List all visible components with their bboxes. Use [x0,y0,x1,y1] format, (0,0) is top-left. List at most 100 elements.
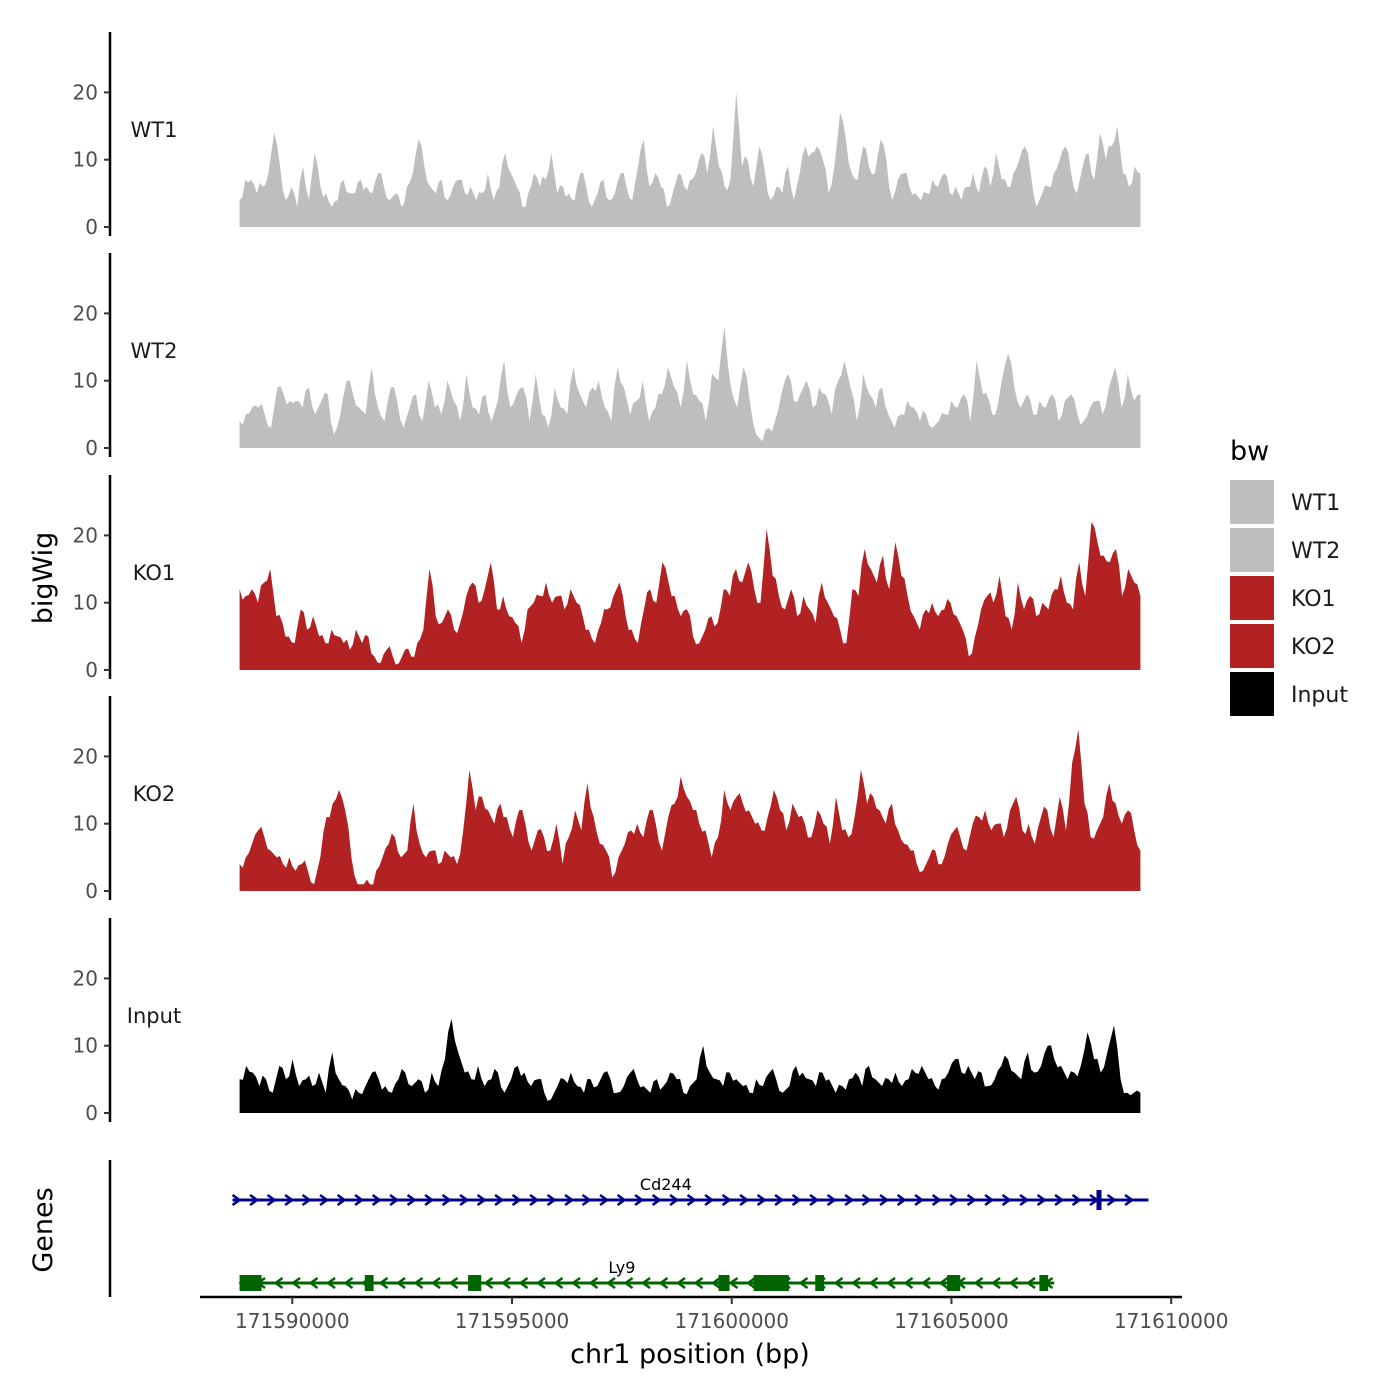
track-input: 0 10 20 Input [73,918,1141,1125]
strand-arrow [966,1193,977,1207]
strand-arrow [990,1276,1001,1290]
strand-arrow [535,1276,546,1290]
y-tick-label: 10 [73,148,98,172]
exon [947,1275,961,1291]
x-tick-label: 171595000 [455,1309,570,1333]
track-wt1: 0 10 20 WT1 [73,32,1141,239]
strand-arrow [973,1276,984,1290]
strand-arrow [518,1276,529,1290]
strand-arrow [903,1276,914,1290]
strand-arrow [581,1193,592,1207]
strand-arrow [511,1193,522,1207]
strand-arrow [290,1276,301,1290]
strand-arrow [343,1276,354,1290]
exon [1039,1275,1049,1291]
strand-arrow [879,1193,890,1207]
exon [364,1275,374,1291]
legend-label: WT1 [1291,491,1340,516]
strand-arrow [441,1193,452,1207]
exon [718,1275,730,1291]
strand-arrow [546,1193,557,1207]
exon [753,1275,789,1291]
strand-arrow [389,1193,400,1207]
strand-arrow [500,1276,511,1290]
legend-label: KO1 [1291,587,1336,612]
strand-arrow [745,1276,756,1290]
strand-arrow [430,1276,441,1290]
strand-arrow [570,1276,581,1290]
strand-arrow [885,1276,896,1290]
strand-arrow [756,1193,767,1207]
strand-arrow [483,1276,494,1290]
y-tick-label: 0 [85,658,98,682]
strand-arrow [675,1276,686,1290]
legend-swatch [1230,576,1274,620]
strand-arrow [914,1193,925,1207]
legend-item-wt2: WT2 [1230,528,1340,572]
track-ko2: 0 10 20 KO2 [73,696,1141,903]
x-axis: 171590000 171595000 171600000 171605000 1716… [200,1295,1228,1333]
strand-arrow [1036,1193,1047,1207]
strand-arrow [325,1276,336,1290]
y-tick-label: 20 [73,744,98,768]
strand-arrow [1124,1193,1135,1207]
strand-arrow [413,1276,424,1290]
strand-arrow [284,1193,295,1207]
track-ko1: 0 10 20 KO1 [73,475,1141,682]
gene-track: Cd244 Ly9 [108,1160,1149,1297]
strand-arrow [588,1276,599,1290]
strand-arrow [984,1193,995,1207]
strand-arrow [308,1276,319,1290]
strand-arrow [693,1276,704,1290]
genes-track-title: Genes [28,1187,59,1272]
strand-arrow [686,1193,697,1207]
gene-ly9: Ly9 [238,1258,1055,1291]
exon [1096,1190,1102,1210]
strand-arrow [1054,1193,1065,1207]
strand-arrow [728,1276,739,1290]
strand-arrow [406,1193,417,1207]
strand-arrow [1025,1276,1036,1290]
coverage-area-ko2 [239,729,1141,891]
y-tick-label: 10 [73,812,98,836]
strand-arrow [704,1193,715,1207]
strand-arrow [301,1193,312,1207]
legend-label: WT2 [1291,539,1340,564]
legend-label: Input [1291,683,1348,708]
strand-arrow [448,1276,459,1290]
strand-arrow [931,1193,942,1207]
strand-arrow [529,1193,540,1207]
legend-swatch [1230,480,1274,524]
strand-arrow [634,1193,645,1207]
strand-arrow [319,1193,330,1207]
strand-arrow [861,1193,872,1207]
strand-arrow [266,1193,277,1207]
exon [468,1275,482,1291]
legend-swatch [1230,528,1274,572]
strand-arrow [599,1193,610,1207]
track-wt2: 0 10 20 WT2 [73,253,1141,460]
x-tick-label: 171590000 [235,1309,350,1333]
gene-label: Cd244 [640,1175,692,1194]
strand-arrow [739,1193,750,1207]
y-tick-label: 10 [73,1034,98,1058]
coverage-area-ko1 [239,521,1141,670]
strand-arrow [798,1276,809,1290]
strand-arrow [920,1276,931,1290]
legend-title: bw [1230,436,1269,467]
x-axis-title: chr1 position (bp) [570,1339,810,1370]
legend-item-ko2: KO2 [1230,624,1336,668]
strand-arrow [833,1276,844,1290]
y-tick-label: 0 [85,1101,98,1125]
coverage-area-input [239,1018,1141,1113]
y-tick-label: 10 [73,591,98,615]
legend-label: KO2 [1291,635,1336,660]
strand-arrow [354,1193,365,1207]
strand-arrow [640,1276,651,1290]
exon [815,1275,825,1291]
strand-arrow [459,1193,470,1207]
legend-swatch [1230,624,1274,668]
track-label: KO2 [133,782,176,806]
strand-arrow [791,1193,802,1207]
